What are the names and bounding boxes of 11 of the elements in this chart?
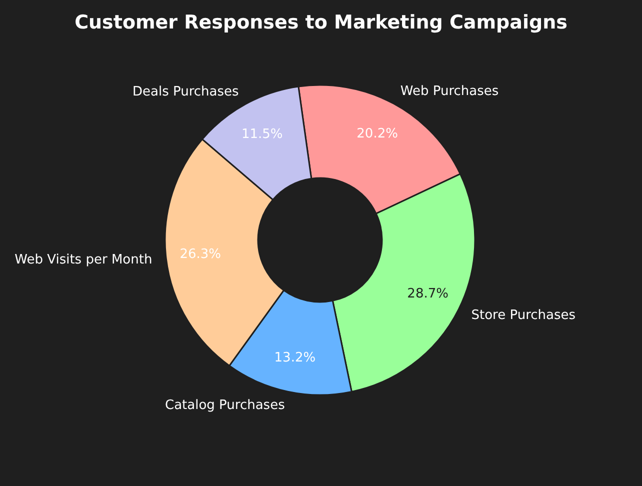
slice-label: Store Purchases <box>471 308 576 323</box>
data-label: 11.5% <box>241 126 283 142</box>
data-label: 13.2% <box>274 350 316 366</box>
slice-label: Web Visits per Month <box>14 252 152 268</box>
data-label: 20.2% <box>356 126 398 142</box>
data-label: 28.7% <box>407 286 448 302</box>
slice-label: Catalog Purchases <box>164 398 286 413</box>
data-label: 26.3% <box>180 246 222 262</box>
slice-label: Deals Purchases <box>132 84 239 100</box>
chart-title: Customer Responses to Marketing Campaigns <box>74 12 568 34</box>
slice-label: Web Purchases <box>400 84 499 99</box>
